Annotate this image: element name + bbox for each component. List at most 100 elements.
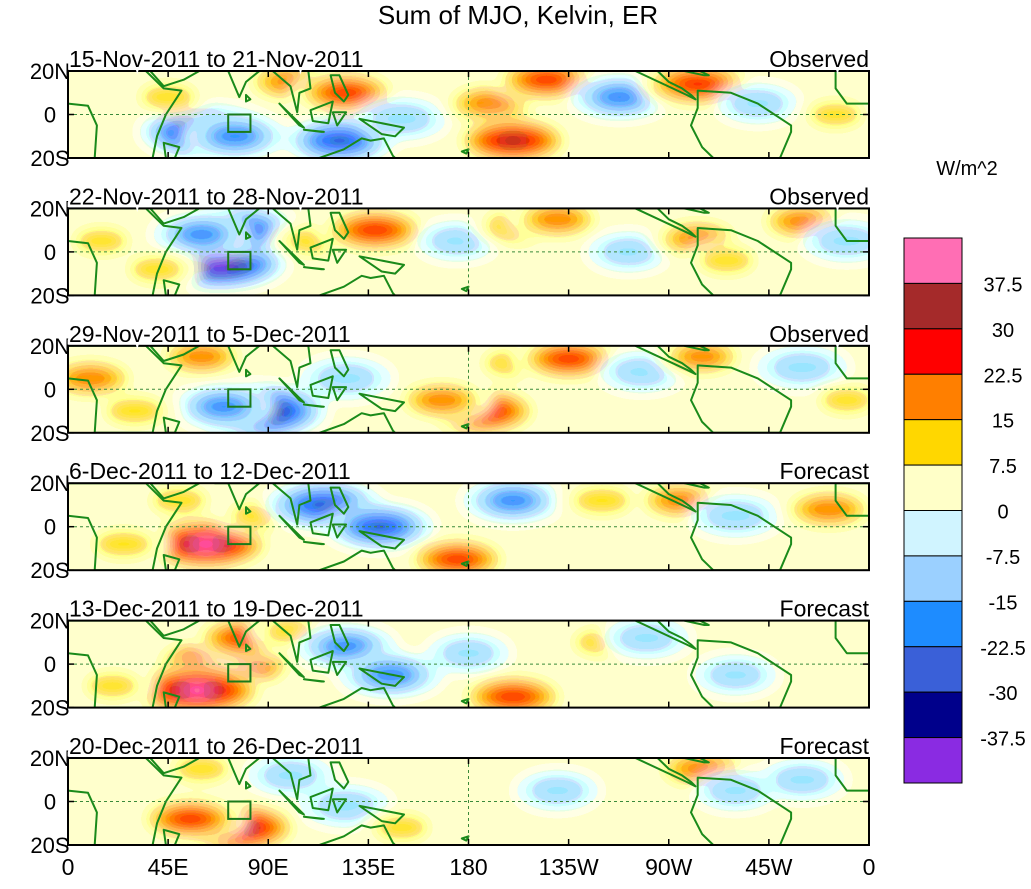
anomaly-contour	[495, 133, 531, 149]
coastline	[331, 386, 348, 402]
colorbar-swatch	[903, 419, 963, 466]
coastline	[162, 279, 181, 296]
anomaly-blob	[453, 671, 573, 708]
coastline	[329, 349, 350, 378]
anomaly-contour	[774, 766, 830, 793]
coastline	[278, 652, 305, 679]
map-panel: 20N 0 20S 13-Dec-2011 to 19-Dec-2011 Forecas…	[30, 593, 872, 721]
colorbar-swatch	[903, 373, 963, 421]
coastline	[331, 798, 348, 814]
y-tick-label: 20S	[30, 146, 69, 171]
coastline	[68, 758, 183, 845]
anomaly-blob	[400, 535, 514, 571]
colorbar-swatch	[903, 646, 963, 693]
coastline	[149, 483, 201, 500]
y-tick-label: 20S	[30, 283, 69, 308]
coastline	[634, 620, 697, 650]
coastline	[68, 345, 183, 433]
x-tick-label: 135W	[539, 854, 599, 880]
anomaly-contour	[706, 502, 765, 530]
anomaly-blob	[800, 219, 869, 263]
anomaly-blob	[505, 208, 610, 243]
coastline	[683, 71, 710, 77]
panel-period-label: 13-Dec-2011 to 19-Dec-2011	[69, 596, 364, 622]
anomaly-contour	[526, 71, 567, 89]
coastline	[329, 486, 350, 515]
anomaly-blob	[450, 114, 576, 158]
coastline	[690, 364, 793, 433]
anomaly-blob	[69, 665, 156, 707]
panel-period-label: 22-Nov-2011 to 28-Nov-2011	[69, 183, 364, 209]
anomaly-contour	[809, 101, 863, 128]
coastline	[278, 240, 305, 266]
coastline	[213, 483, 261, 511]
map-panel: 20N 0 20S 15-Nov-2011 to 21-Nov-2011 Observe…	[30, 44, 872, 172]
coastline	[213, 208, 261, 236]
x-tick-label: 45E	[148, 854, 189, 880]
map-panel: 20N 0 20S 22-Nov-2011 to 28-Nov-2011 Observe…	[30, 181, 872, 309]
y-tick-label: 0	[44, 377, 56, 402]
anomaly-blob	[601, 620, 692, 659]
coastline	[162, 416, 181, 433]
coastline	[271, 345, 312, 389]
colorbar: 37.5 30 22.5 15 7.5 0 -7.5 -15 -22.5 -30 -37.5	[903, 237, 1026, 784]
colorbar-swatch	[903, 282, 963, 330]
coastline	[329, 761, 350, 790]
anomaly-blob	[692, 654, 779, 696]
colorbar-swatch	[903, 510, 963, 557]
colorbar-swatch	[903, 464, 963, 512]
coastline	[460, 560, 470, 567]
coastline	[690, 89, 793, 158]
anomaly-contour	[74, 228, 128, 254]
anomaly-contour	[699, 247, 755, 274]
coastline	[329, 624, 350, 653]
coastline	[149, 71, 201, 88]
coastline	[68, 71, 183, 158]
coastline	[834, 345, 869, 380]
colorbar-label: -30	[989, 683, 1018, 705]
colorbar-label: 22.5	[984, 365, 1023, 387]
y-tick-label: 20S	[30, 833, 69, 858]
anomaly-contour	[680, 346, 724, 367]
coastline	[358, 255, 405, 275]
anomaly-contour	[572, 487, 632, 514]
coastline	[460, 697, 470, 705]
anomaly-contour	[86, 673, 139, 699]
y-tick-label: 20N	[30, 746, 70, 771]
coastline	[358, 530, 405, 550]
anomaly-contour	[319, 132, 360, 150]
anomaly-contour	[326, 84, 366, 102]
coastline	[162, 554, 181, 571]
coastline	[634, 71, 697, 101]
colorbar-label: 37.5	[984, 274, 1023, 296]
coastline	[278, 789, 305, 816]
anomaly-contour	[188, 537, 223, 551]
anomaly-contour	[151, 487, 207, 514]
coastline	[690, 227, 793, 296]
y-tick-label: 20S	[30, 696, 69, 721]
reference-box	[227, 388, 252, 408]
anomaly-contour	[709, 662, 762, 688]
colorbar-swatch	[903, 555, 963, 602]
reference-box	[227, 800, 252, 820]
y-tick-label: 20N	[30, 196, 70, 221]
coastline	[302, 266, 325, 271]
anomaly-contour	[534, 209, 581, 230]
anomaly-blob	[757, 758, 848, 801]
coastline	[683, 345, 710, 352]
panel-status-label: Observed	[769, 321, 869, 347]
coastline	[245, 643, 252, 653]
panel-period-label: 6-Dec-2011 to 12-Dec-2011	[69, 458, 351, 484]
coastline	[309, 375, 334, 399]
coastline	[278, 102, 305, 129]
anomaly-contour	[430, 228, 484, 254]
anomaly-contour	[437, 550, 478, 568]
coastline	[271, 758, 312, 801]
reference-box	[227, 525, 252, 546]
coastline	[213, 71, 261, 99]
panels-group: 20N 0 20S 15-Nov-2011 to 21-Nov-2011 Observe…	[30, 44, 872, 859]
coastline	[460, 285, 470, 293]
coastline	[634, 345, 697, 376]
anomaly-blob	[171, 383, 276, 430]
